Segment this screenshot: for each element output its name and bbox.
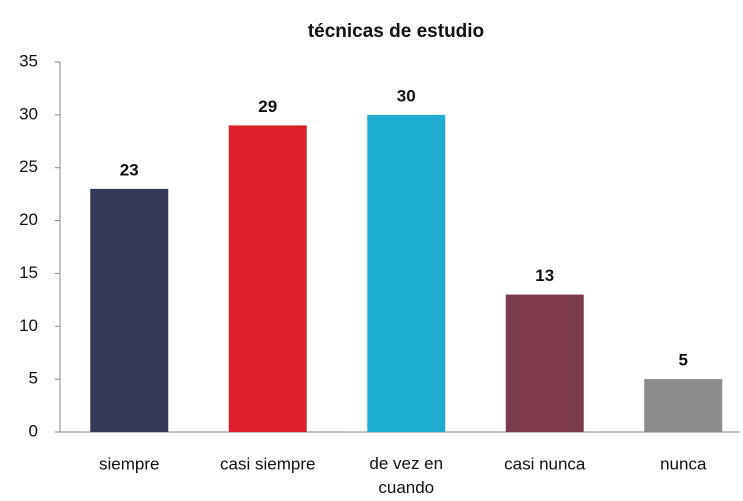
bar xyxy=(505,294,584,432)
chart-title: técnicas de estudio xyxy=(308,21,484,42)
y-tick-label: 15 xyxy=(19,263,38,282)
y-tick-label: 0 xyxy=(29,421,38,440)
bar xyxy=(367,114,446,432)
bar xyxy=(644,379,723,432)
value-label: 30 xyxy=(397,86,416,105)
x-tick-label: de vez en cuando xyxy=(369,454,443,497)
y-tick-label: 30 xyxy=(19,104,38,123)
value-label: 13 xyxy=(535,266,554,285)
y-tick-label: 25 xyxy=(19,157,38,176)
value-label: 5 xyxy=(679,351,688,370)
bar xyxy=(90,188,169,432)
y-tick-label: 10 xyxy=(19,316,38,335)
x-tick-label: siempre xyxy=(99,454,159,473)
x-tick-label: casi siempre xyxy=(220,454,315,473)
y-tick-label: 20 xyxy=(19,210,38,229)
x-tick-label: nunca xyxy=(660,454,707,473)
bar xyxy=(228,125,307,432)
value-label: 29 xyxy=(258,97,277,116)
value-label: 23 xyxy=(120,160,139,179)
y-tick-label: 35 xyxy=(19,51,38,70)
x-tick-label: casi nunca xyxy=(504,454,586,473)
y-tick-label: 5 xyxy=(29,369,38,388)
